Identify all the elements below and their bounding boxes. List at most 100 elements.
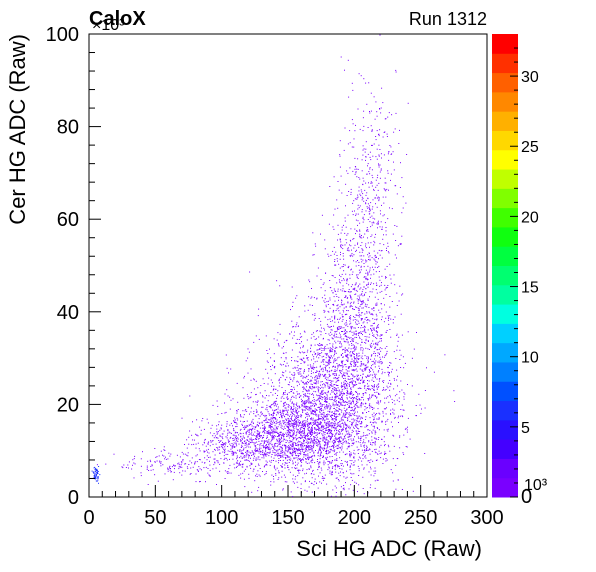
data-point (373, 308, 375, 309)
data-point (381, 340, 382, 342)
data-point (424, 407, 426, 409)
data-point (328, 403, 330, 405)
data-point (233, 428, 235, 430)
data-point (370, 484, 372, 486)
data-point (325, 368, 327, 370)
data-point (245, 427, 247, 428)
data-point (375, 289, 377, 291)
data-point (379, 312, 381, 314)
data-point (342, 428, 344, 430)
data-point (236, 432, 238, 434)
data-point (362, 394, 364, 396)
data-point (346, 335, 347, 337)
data-point (415, 415, 417, 417)
data-point (216, 460, 218, 462)
data-point (258, 474, 260, 476)
data-point (314, 427, 316, 429)
data-point (330, 436, 332, 437)
data-point (300, 421, 301, 423)
data-point (287, 424, 289, 426)
data-point (301, 442, 303, 444)
data-point (264, 420, 265, 422)
data-point (351, 298, 353, 300)
data-point (394, 403, 396, 405)
data-point (223, 430, 225, 432)
data-point (343, 383, 345, 385)
data-point (310, 406, 312, 408)
data-point (241, 444, 243, 446)
data-point (311, 433, 313, 435)
data-point (389, 263, 391, 265)
data-point (355, 482, 357, 484)
data-point (359, 404, 361, 406)
data-point (327, 422, 329, 424)
data-point (288, 431, 290, 433)
data-point (243, 397, 245, 399)
data-point (366, 446, 368, 448)
data-point (344, 351, 346, 353)
data-point (273, 446, 275, 448)
data-point (221, 443, 223, 445)
data-point (317, 407, 319, 408)
data-point (346, 476, 348, 478)
data-point (245, 431, 247, 433)
data-point (322, 426, 324, 428)
data-point (246, 465, 248, 467)
data-point (255, 445, 257, 447)
data-point (188, 436, 190, 438)
data-point (348, 446, 350, 448)
data-point (276, 438, 278, 440)
data-point (199, 468, 201, 470)
data-point (279, 421, 281, 423)
data-point (230, 368, 232, 370)
data-point (363, 294, 365, 296)
data-point (393, 413, 395, 415)
data-point (319, 397, 321, 399)
data-point (333, 447, 334, 449)
data-point (343, 372, 345, 374)
data-point (314, 420, 316, 422)
data-point (357, 393, 359, 395)
data-point (255, 460, 257, 461)
data-point (328, 430, 330, 432)
data-point (383, 356, 385, 358)
data-point (318, 416, 320, 418)
data-point (311, 482, 313, 484)
data-point (221, 424, 223, 426)
data-point (310, 401, 312, 403)
data-point (346, 373, 348, 375)
data-point (403, 392, 405, 394)
data-point (353, 302, 355, 304)
data-point (300, 452, 302, 454)
data-point (283, 426, 285, 428)
data-point (374, 444, 376, 446)
data-point (327, 319, 329, 321)
data-point (361, 293, 363, 295)
data-point (355, 441, 357, 443)
data-point (357, 441, 359, 443)
data-point (208, 457, 210, 458)
data-point (339, 414, 341, 416)
data-point (302, 459, 304, 461)
data-point (381, 421, 383, 423)
data-point (305, 414, 307, 415)
data-point (305, 406, 307, 408)
data-point (313, 436, 315, 438)
data-point (330, 415, 332, 417)
data-point (375, 337, 377, 339)
data-point (324, 375, 326, 376)
data-point (368, 385, 370, 387)
data-point (310, 473, 312, 475)
data-point (322, 367, 324, 369)
data-point (319, 348, 321, 350)
data-point (353, 260, 355, 262)
data-point (365, 416, 367, 418)
data-point (241, 438, 243, 440)
data-point (311, 447, 313, 449)
data-point (305, 395, 307, 397)
data-point (223, 448, 225, 450)
data-point (322, 418, 324, 419)
data-point (374, 467, 376, 469)
data-point (337, 424, 339, 426)
data-point (208, 452, 210, 454)
